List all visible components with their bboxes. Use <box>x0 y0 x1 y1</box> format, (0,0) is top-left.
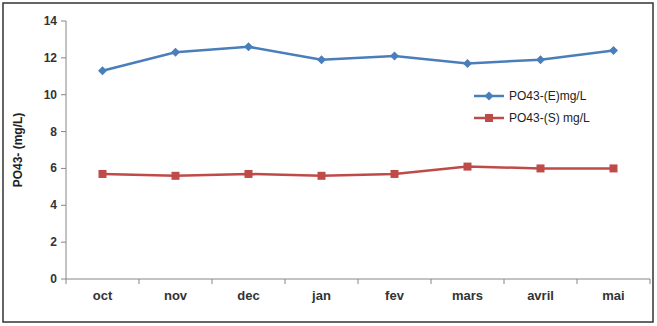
x-tick-label: fev <box>385 288 405 303</box>
y-tick <box>61 21 66 22</box>
x-tick-label: nov <box>164 288 188 303</box>
x-tick <box>358 279 359 284</box>
x-tick <box>431 279 432 284</box>
marker <box>245 170 253 178</box>
x-tick <box>212 279 213 284</box>
marker <box>171 48 180 57</box>
marker <box>172 172 180 180</box>
marker <box>485 114 493 122</box>
marker <box>537 164 545 172</box>
x-tick <box>285 279 286 284</box>
x-tick <box>66 279 67 284</box>
marker <box>390 52 399 61</box>
x-tick-label: dec <box>237 288 259 303</box>
y-tick-label: 12 <box>44 51 58 65</box>
y-tick <box>61 168 66 169</box>
marker <box>244 42 253 51</box>
y-tick <box>61 57 66 58</box>
x-tick-label: mars <box>452 288 483 303</box>
x-tick-label: mai <box>602 288 624 303</box>
y-tick <box>61 205 66 206</box>
y-axis <box>66 21 67 279</box>
x-tick <box>504 279 505 284</box>
y-tick-label: 4 <box>50 198 57 212</box>
y-tick <box>61 131 66 132</box>
x-tick-label: avril <box>527 288 554 303</box>
chart-container: 0 2 4 6 8 10 12 14 oct nov dec jan fev mars avril mai PO… <box>0 0 657 326</box>
x-tick <box>577 279 578 284</box>
chart-frame <box>3 3 653 322</box>
y-tick <box>61 94 66 95</box>
y-tick-label: 14 <box>44 14 58 28</box>
legend: PO43-(E)mg/L PO43-(S) mg/L <box>474 89 590 125</box>
marker <box>98 66 107 75</box>
legend-label: PO43-(E)mg/L <box>509 89 587 103</box>
marker <box>318 172 326 180</box>
marker <box>610 164 618 172</box>
y-tick <box>61 279 66 280</box>
x-tick <box>139 279 140 284</box>
y-tick-label: 6 <box>50 161 57 175</box>
x-tick-label: oct <box>93 288 113 303</box>
y-tick-label: 10 <box>44 88 58 102</box>
marker <box>464 163 472 171</box>
y-axis-label: PO43- (mg/L) <box>11 113 25 188</box>
marker <box>536 55 545 64</box>
marker <box>99 170 107 178</box>
y-tick <box>61 242 66 243</box>
y-tick-label: 0 <box>50 272 57 286</box>
marker <box>485 92 494 101</box>
marker <box>463 59 472 68</box>
y-tick-label: 2 <box>50 235 57 249</box>
plot-area <box>98 42 618 180</box>
series-line <box>103 47 614 71</box>
x-tick-label: jan <box>311 288 331 303</box>
legend-label: PO43-(S) mg/L <box>509 111 590 125</box>
marker <box>609 46 618 55</box>
marker <box>317 55 326 64</box>
marker <box>391 170 399 178</box>
x-tick <box>650 279 651 284</box>
y-tick-label: 8 <box>50 125 57 139</box>
chart-svg: 0 2 4 6 8 10 12 14 oct nov dec jan fev mars avril mai PO… <box>0 0 657 326</box>
